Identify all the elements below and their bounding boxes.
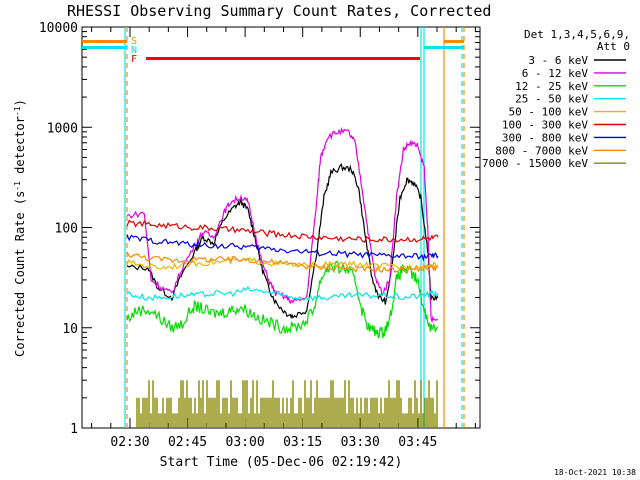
x-tick-label-0: 02:30 xyxy=(110,435,149,450)
flag-markers: SNF xyxy=(82,36,464,65)
series-line-2 xyxy=(126,260,439,339)
x-tick-label-4: 03:30 xyxy=(341,435,380,450)
attenuator-markers xyxy=(124,27,465,428)
flag-letter-s: S xyxy=(131,36,137,47)
y-tick-label-4: 10000 xyxy=(39,21,78,36)
saa-flag-bar-right xyxy=(444,40,464,43)
y-tick-label-0: 1 xyxy=(70,422,78,437)
plot-frame xyxy=(81,26,481,429)
y-axis-ticks: 1 10 100 1000 10000 xyxy=(39,21,480,437)
legend-header-attenuator: Att 0 xyxy=(597,40,630,53)
y-axis-label: Corrected Count Rate (s-1 detector-1) xyxy=(13,99,28,357)
x-tick-label-3: 03:15 xyxy=(283,435,322,450)
night-flag-bar-left xyxy=(82,46,127,49)
legend-label-6: 300 - 800 keV xyxy=(502,131,588,144)
flag-letter-f: F xyxy=(131,54,137,65)
series-lines xyxy=(126,126,439,428)
legend-label-8: 7000 - 15000 keV xyxy=(482,157,588,170)
legend-label-1: 6 - 12 keV xyxy=(522,67,589,80)
series-line-7 xyxy=(126,251,439,274)
series-line-0 xyxy=(126,162,439,320)
x-axis-label: Start Time (05-Dec-06 02:19:42) xyxy=(160,455,403,470)
series-line-5 xyxy=(126,219,439,243)
y-tick-label-1: 10 xyxy=(62,322,78,337)
series-line-6 xyxy=(126,234,439,262)
night-flag-bar-right xyxy=(424,46,464,49)
y-tick-label-2: 100 xyxy=(55,222,78,237)
saa-flag-bar-left xyxy=(82,40,127,43)
flare-flag-bar xyxy=(146,57,420,60)
series-line-3 xyxy=(126,285,439,302)
legend-label-7: 800 - 7000 keV xyxy=(495,144,588,157)
legend-label-5: 100 - 300 keV xyxy=(502,119,588,132)
legend-label-2: 12 - 25 keV xyxy=(515,80,588,93)
flag-letter-n: N xyxy=(131,45,137,56)
x-tick-label-5: 03:45 xyxy=(398,435,437,450)
series-line-8 xyxy=(136,380,438,428)
x-tick-label-1: 02:45 xyxy=(168,435,207,450)
legend-label-4: 50 - 100 keV xyxy=(509,106,589,119)
footer-timestamp: 18-Oct-2021 10:38 xyxy=(554,468,636,477)
x-tick-label-2: 03:00 xyxy=(226,435,265,450)
y-tick-label-3: 1000 xyxy=(47,121,78,136)
legend-label-3: 25 - 50 keV xyxy=(515,93,588,106)
x-axis-ticks: 02:30 02:45 03:00 03:15 03:30 03:45 xyxy=(91,27,476,450)
legend-header-detectors: Det 1,3,4,5,6,9, xyxy=(524,28,630,41)
chart-title: RHESSI Observing Summary Count Rates, Co… xyxy=(67,2,491,20)
legend-label-0: 3 - 6 keV xyxy=(528,54,588,67)
